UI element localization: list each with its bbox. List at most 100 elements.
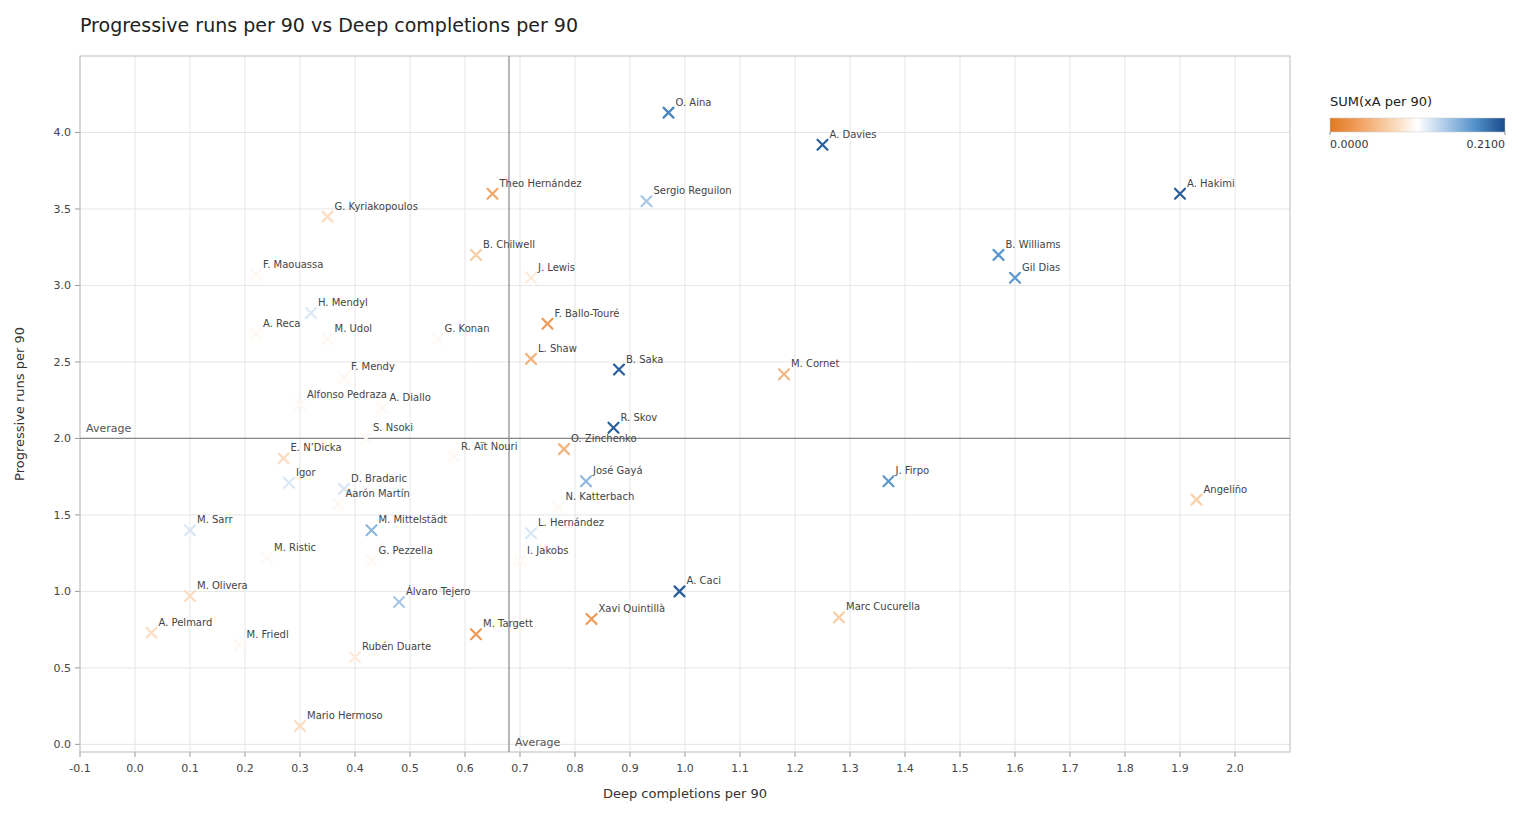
x-tick-label: 1.9: [1171, 762, 1189, 775]
grid-line: [905, 56, 906, 752]
point: [449, 452, 459, 462]
point: [471, 629, 481, 639]
point-label: M. Mittelstädt: [379, 514, 448, 525]
y-tick-label: 3.5: [54, 203, 72, 216]
point-label: O. Zinchenko: [571, 433, 637, 444]
point: [323, 212, 333, 222]
point: [350, 652, 360, 662]
point: [642, 196, 652, 206]
colorbar-tick-label: 0.2100: [1467, 138, 1506, 151]
grid-line: [685, 56, 686, 752]
colorbar-title: SUM(xA per 90): [1330, 94, 1432, 109]
y-tick-label: 1.5: [54, 509, 72, 522]
point-label: M. Cornet: [791, 358, 840, 369]
x-tick-label: 1.1: [731, 762, 749, 775]
grid-line: [80, 744, 1290, 745]
point-label: A. Reca: [263, 318, 300, 329]
point-label: Angeliño: [1204, 484, 1248, 495]
point-label: A. Pelmard: [159, 617, 213, 628]
point: [295, 721, 305, 731]
y-tick-label: 1.0: [54, 585, 72, 598]
colorbar: [1330, 118, 1505, 132]
tick-mark: [80, 752, 81, 757]
point: [559, 444, 569, 454]
point-label: O. Aina: [676, 97, 712, 108]
point-label: Alfonso Pedraza: [307, 389, 387, 400]
point: [526, 273, 536, 283]
grid-line: [355, 56, 356, 752]
point: [526, 354, 536, 364]
y-tick-label: 3.0: [54, 279, 72, 292]
grid-line: [245, 56, 246, 752]
point-label: M. Sarr: [197, 514, 233, 525]
point: [284, 478, 294, 488]
point-label: A. Caci: [687, 575, 721, 586]
tick-mark: [520, 752, 521, 757]
grid-line: [740, 56, 741, 752]
x-tick-label: 0.4: [346, 762, 364, 775]
point-label: Igor: [296, 467, 316, 478]
point-label: G. Pezzella: [379, 545, 433, 556]
tick-labels: -0.10.00.10.20.30.40.50.60.70.80.91.01.1…: [54, 126, 1244, 775]
x-tick-label: -0.1: [69, 762, 90, 775]
point: [235, 640, 245, 650]
x-tick-label: 0.1: [181, 762, 199, 775]
point: [339, 372, 349, 382]
point: [581, 476, 591, 486]
grid-line: [630, 56, 631, 752]
tick-mark: [300, 752, 301, 757]
average-label: Average: [86, 422, 131, 435]
x-tick-label: 0.6: [456, 762, 474, 775]
point-label: B. Chilwell: [483, 239, 535, 250]
point-label: José Gayá: [592, 465, 643, 476]
tick-mark: [135, 752, 136, 757]
point-label: F. Mendy: [351, 361, 395, 372]
x-tick-label: 0.7: [511, 762, 529, 775]
point-label: Álvaro Tejero: [406, 585, 470, 597]
grid-line: [135, 56, 136, 752]
point-label: A. Davies: [830, 129, 877, 140]
x-tick-label: 0.5: [401, 762, 419, 775]
grid-line: [80, 208, 1290, 209]
point: [779, 369, 789, 379]
tick-mark: [575, 752, 576, 757]
grid-line: [575, 56, 576, 752]
grid-line: [520, 56, 521, 752]
x-tick-label: 1.7: [1061, 762, 1079, 775]
tick-mark: [245, 752, 246, 757]
tick-mark: [905, 752, 906, 757]
point: [147, 628, 157, 638]
y-tick-label: 4.0: [54, 126, 72, 139]
x-tick-label: 0.3: [291, 762, 309, 775]
point: [471, 250, 481, 260]
tick-mark: [190, 752, 191, 757]
point: [1175, 189, 1185, 199]
x-tick-label: 1.3: [841, 762, 859, 775]
point-label: Xavi Quintillà: [599, 603, 666, 614]
tick-mark: [1015, 752, 1016, 757]
plot-area: [80, 56, 1290, 752]
grid-line: [1235, 56, 1236, 752]
tick-mark: [850, 752, 851, 757]
point: [675, 586, 685, 596]
tick-mark: [75, 667, 80, 668]
x-axis-label: Deep completions per 90: [603, 786, 767, 801]
tick-mark: [740, 752, 741, 757]
point: [1192, 495, 1202, 505]
point-label: A. Hakimi: [1187, 178, 1235, 189]
grid-line: [795, 56, 796, 752]
grid-line: [80, 591, 1290, 592]
point: [323, 334, 333, 344]
tick-mark: [410, 752, 411, 757]
x-tick-label: 0.9: [621, 762, 639, 775]
point-label: R. Skov: [621, 412, 658, 423]
point-label: G. Konan: [445, 323, 490, 334]
point: [295, 400, 305, 410]
point-label: J. Lewis: [537, 262, 575, 273]
grid-line: [80, 132, 1290, 133]
average-line-y: [80, 438, 1290, 439]
x-tick-label: 1.0: [676, 762, 694, 775]
grid-line: [1070, 56, 1071, 752]
point-label: A. Diallo: [390, 392, 431, 403]
tick-mark: [75, 514, 80, 515]
